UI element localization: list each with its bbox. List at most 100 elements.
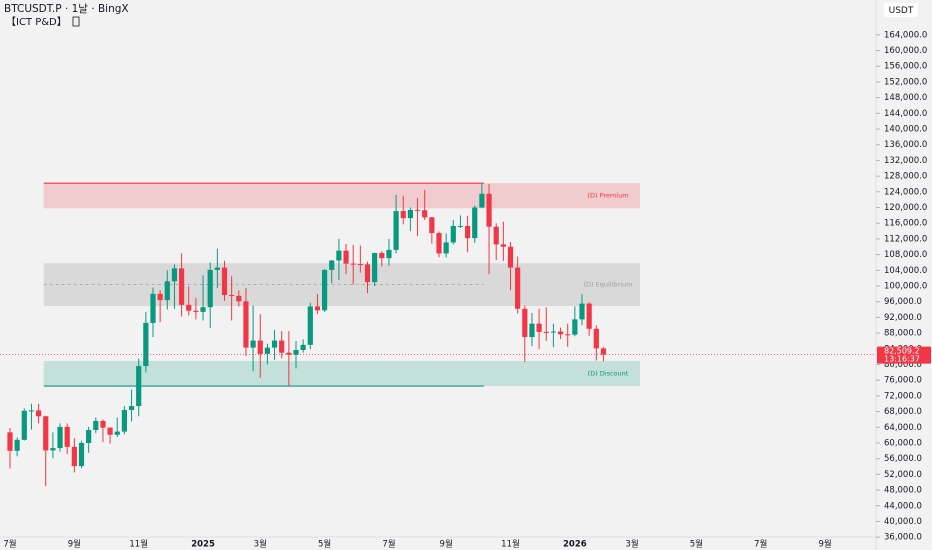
candle-body bbox=[565, 334, 571, 336]
y-tick-label: 48,000.0 bbox=[884, 486, 922, 496]
candle-body bbox=[128, 406, 135, 411]
indicator-name[interactable]: 【ICT P&D】 bbox=[6, 16, 67, 28]
candle-body bbox=[114, 431, 120, 435]
y-tick-label: 56,000.0 bbox=[884, 454, 922, 464]
candle-body bbox=[36, 410, 42, 417]
candle-body bbox=[264, 347, 270, 354]
candle-body bbox=[522, 308, 528, 338]
candle-body bbox=[407, 209, 413, 219]
candle-body bbox=[550, 331, 556, 333]
candle-body bbox=[465, 225, 471, 239]
candle-body bbox=[21, 410, 27, 440]
candle-body bbox=[529, 323, 535, 338]
candle-body bbox=[329, 260, 335, 270]
candle-body bbox=[479, 193, 485, 208]
y-tick-label: 152,000.0 bbox=[884, 77, 927, 87]
candle-body bbox=[600, 348, 607, 355]
candle-body bbox=[279, 340, 285, 353]
candle-body bbox=[236, 295, 242, 302]
x-tick-label: 7월 bbox=[3, 539, 16, 550]
candle-body bbox=[100, 420, 106, 428]
y-tick-label: 96,000.0 bbox=[884, 297, 922, 307]
candle-body bbox=[50, 448, 56, 451]
candle-body bbox=[271, 340, 278, 348]
y-tick-label: 76,000.0 bbox=[884, 376, 922, 386]
y-tick-label: 64,000.0 bbox=[884, 423, 922, 433]
y-tick-label: 44,000.0 bbox=[884, 501, 922, 511]
candle-body bbox=[207, 269, 213, 308]
candle-body bbox=[93, 420, 99, 431]
zone bbox=[43, 360, 640, 387]
currency: USDT bbox=[889, 6, 914, 16]
candle-body bbox=[193, 310, 199, 312]
y-tick-label: 148,000.0 bbox=[884, 93, 927, 103]
candle-body bbox=[307, 306, 313, 345]
candle-body bbox=[557, 331, 564, 335]
candle-body bbox=[157, 293, 163, 301]
candle-body bbox=[393, 211, 399, 250]
zone bbox=[43, 183, 640, 209]
candle-body bbox=[572, 319, 578, 335]
candle-body bbox=[372, 253, 378, 283]
candle-body bbox=[336, 250, 342, 261]
candle-body bbox=[536, 323, 542, 332]
y-tick-label: 128,000.0 bbox=[884, 172, 927, 182]
candle-body bbox=[457, 225, 464, 227]
candle-body bbox=[414, 209, 421, 211]
candle-body bbox=[164, 281, 170, 301]
y-tick-label: 120,000.0 bbox=[884, 203, 927, 213]
candle-body bbox=[436, 233, 442, 254]
candle-body bbox=[243, 301, 249, 348]
indicator-icon[interactable] bbox=[72, 16, 80, 27]
candle-body bbox=[500, 244, 506, 247]
candle-body bbox=[357, 264, 363, 266]
candle-body bbox=[71, 446, 77, 467]
candle-body bbox=[443, 242, 449, 254]
candle-body bbox=[171, 268, 178, 282]
x-tick-label: 9월 bbox=[818, 539, 831, 550]
x-tick-label: 7월 bbox=[754, 539, 767, 550]
candle-body bbox=[322, 269, 328, 311]
y-tick-label: 156,000.0 bbox=[884, 62, 927, 72]
y-tick-label: 132,000.0 bbox=[884, 156, 927, 166]
candle-body bbox=[121, 410, 127, 432]
y-tick-label: 136,000.0 bbox=[884, 140, 927, 150]
candle-body bbox=[507, 246, 514, 268]
candle-body bbox=[229, 295, 235, 297]
x-tick-label: 2026 bbox=[563, 540, 587, 550]
candle-body bbox=[78, 442, 85, 467]
zone-label: (D) Equilibrium bbox=[584, 281, 633, 289]
candle-body bbox=[543, 331, 549, 333]
candle-body bbox=[472, 207, 478, 239]
candle-body bbox=[493, 226, 499, 245]
candle-body bbox=[28, 410, 35, 412]
candle-body bbox=[386, 249, 392, 259]
x-tick-label: 5월 bbox=[318, 539, 331, 550]
y-tick-label: 108,000.0 bbox=[884, 250, 927, 260]
candle-body bbox=[221, 267, 228, 296]
countdown: 13:16:37 bbox=[884, 355, 920, 364]
y-tick-label: 92,000.0 bbox=[884, 313, 922, 323]
y-tick-label: 100,000.0 bbox=[884, 282, 927, 292]
currency-box bbox=[884, 3, 918, 17]
y-tick-label: 40,000.0 bbox=[884, 517, 922, 527]
candle-body bbox=[150, 293, 156, 323]
candle-body bbox=[286, 352, 292, 355]
candle-body bbox=[43, 416, 49, 451]
zone bbox=[43, 263, 640, 307]
x-tick-label: 3월 bbox=[625, 539, 638, 550]
candle-body bbox=[486, 193, 492, 227]
zone-label: (D) Premium bbox=[587, 192, 628, 200]
candle-body bbox=[350, 263, 356, 265]
candle-body bbox=[7, 432, 13, 451]
candle-body bbox=[379, 253, 385, 259]
y-tick-label: 72,000.0 bbox=[884, 391, 922, 401]
y-tick-label: 140,000.0 bbox=[884, 125, 927, 135]
x-tick-label: 3월 bbox=[254, 539, 267, 550]
candle-body bbox=[86, 430, 92, 443]
zone-label: (D) Discount bbox=[588, 370, 629, 378]
candle-body bbox=[400, 211, 406, 219]
